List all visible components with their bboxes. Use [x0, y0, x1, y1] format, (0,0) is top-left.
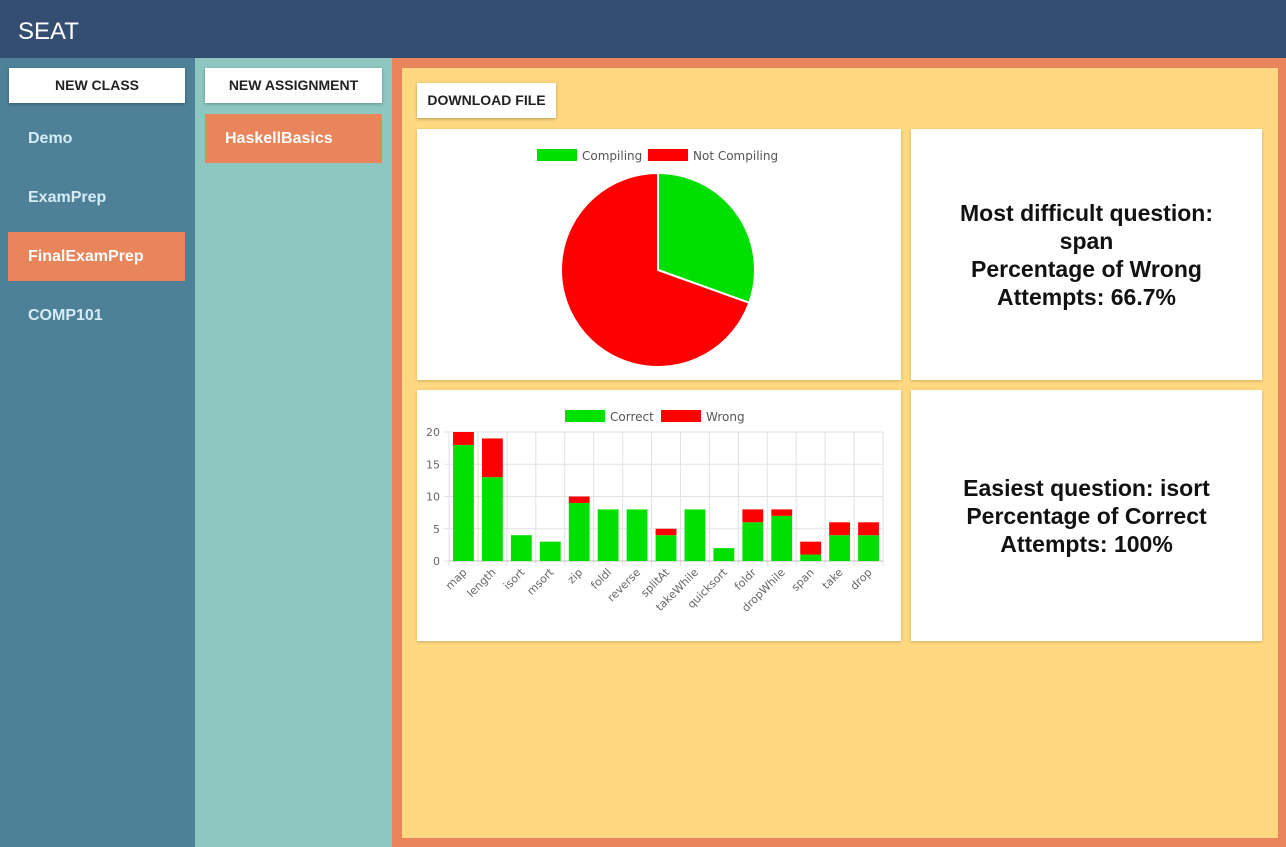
download-file-button[interactable]: DOWNLOAD FILE — [417, 83, 556, 118]
compile-pie-card: Compiling Not Compiling — [417, 129, 901, 380]
easiest-card: Easiest question: isort Percentage of Co… — [911, 390, 1262, 641]
x-tick-label: take — [820, 566, 846, 592]
bar-isort-correct — [510, 535, 532, 561]
bar-splitAt-correct — [655, 535, 677, 561]
y-tick-label: 15 — [426, 458, 440, 471]
bar-takeWhile-correct — [684, 509, 706, 561]
top-bar: SEAT — [0, 0, 1286, 58]
legend-label-wrong: Wrong — [706, 410, 745, 424]
legend-swatch-not-compiling — [648, 149, 688, 161]
bar-map-correct — [453, 444, 474, 561]
bar-take-wrong — [829, 522, 851, 536]
bar-dropWhile-correct — [771, 515, 793, 561]
legend-swatch-wrong — [661, 410, 701, 422]
pie-slice-compiling — [657, 171, 756, 305]
most-difficult-question: span — [1059, 228, 1114, 254]
bar-foldr-wrong — [742, 509, 764, 523]
legend-label-not-compiling: Not Compiling — [693, 149, 778, 163]
legend-label-correct: Correct — [610, 410, 654, 424]
results-bar-card: Correct Wrong 0 5 10 15 20 map length isort mso… — [417, 390, 901, 641]
y-tick-label: 5 — [433, 523, 440, 536]
bar-drop-wrong — [858, 522, 879, 536]
wrong-percentage-label: Percentage of Wrong — [971, 256, 1202, 282]
pie-slices — [560, 171, 756, 368]
bar-zip-correct — [568, 502, 590, 561]
bar-dropWhile-wrong — [771, 509, 793, 516]
app-title: SEAT — [18, 18, 79, 45]
wrong-percentage-value: Attempts: 66.7% — [997, 284, 1176, 310]
bar-reverse-correct — [626, 509, 648, 561]
assignments-sidebar — [195, 58, 392, 847]
x-tick-label: span — [789, 566, 817, 594]
x-tick-label: msort — [525, 565, 557, 597]
bar-span-correct — [800, 554, 822, 561]
correct-percentage-label: Percentage of Correct — [966, 503, 1207, 529]
legend-swatch-compiling — [537, 149, 577, 161]
easiest-text: Easiest question: isort Percentage of Co… — [911, 474, 1262, 558]
x-tick-label: drop — [848, 566, 875, 593]
bar-foldr-correct — [742, 522, 764, 561]
bar-map-wrong — [453, 432, 474, 445]
y-tick-label: 0 — [433, 555, 440, 568]
pie-slice-not-compiling — [560, 171, 751, 368]
x-tick-label: zip — [565, 566, 585, 586]
bar-splitAt-wrong — [655, 528, 677, 536]
legend-label-compiling: Compiling — [582, 149, 642, 163]
easiest-question: Easiest question: isort — [963, 475, 1210, 501]
most-difficult-card: Most difficult question: span Percentage… — [911, 129, 1262, 380]
correct-percentage-value: Attempts: 100% — [1000, 531, 1173, 557]
most-difficult-heading: Most difficult question: — [960, 200, 1213, 226]
class-item-demo[interactable]: Demo — [28, 130, 73, 147]
bar-quicksort-correct — [713, 548, 735, 561]
new-class-button[interactable]: NEW CLASS — [9, 68, 185, 103]
bar-length-correct — [481, 477, 503, 561]
y-tick-label: 10 — [426, 491, 440, 504]
bar-span-wrong — [800, 541, 822, 555]
bar-take-correct — [829, 535, 851, 561]
bar-drop-correct — [858, 535, 879, 561]
class-item-examprep[interactable]: ExamPrep — [28, 189, 107, 206]
new-assignment-button[interactable]: NEW ASSIGNMENT — [205, 68, 382, 103]
compile-pie-chart: Compiling Not Compiling — [537, 149, 778, 368]
class-item-finalexamprep[interactable]: FinalExamPrep — [8, 232, 185, 281]
classes-sidebar — [0, 58, 195, 847]
bar-foldl-correct — [597, 509, 619, 561]
most-difficult-text: Most difficult question: span Percentage… — [911, 199, 1262, 311]
bar-length-wrong — [481, 438, 503, 478]
bar-msort-correct — [539, 541, 561, 561]
x-tick-label: length — [465, 566, 499, 600]
y-tick-label: 20 — [426, 426, 440, 439]
bar-zip-wrong — [568, 496, 590, 503]
legend-swatch-correct — [565, 410, 605, 422]
class-item-comp101[interactable]: COMP101 — [28, 307, 103, 324]
x-tick-label: foldl — [588, 566, 614, 592]
assignment-item-haskellbasics[interactable]: HaskellBasics — [205, 114, 382, 163]
